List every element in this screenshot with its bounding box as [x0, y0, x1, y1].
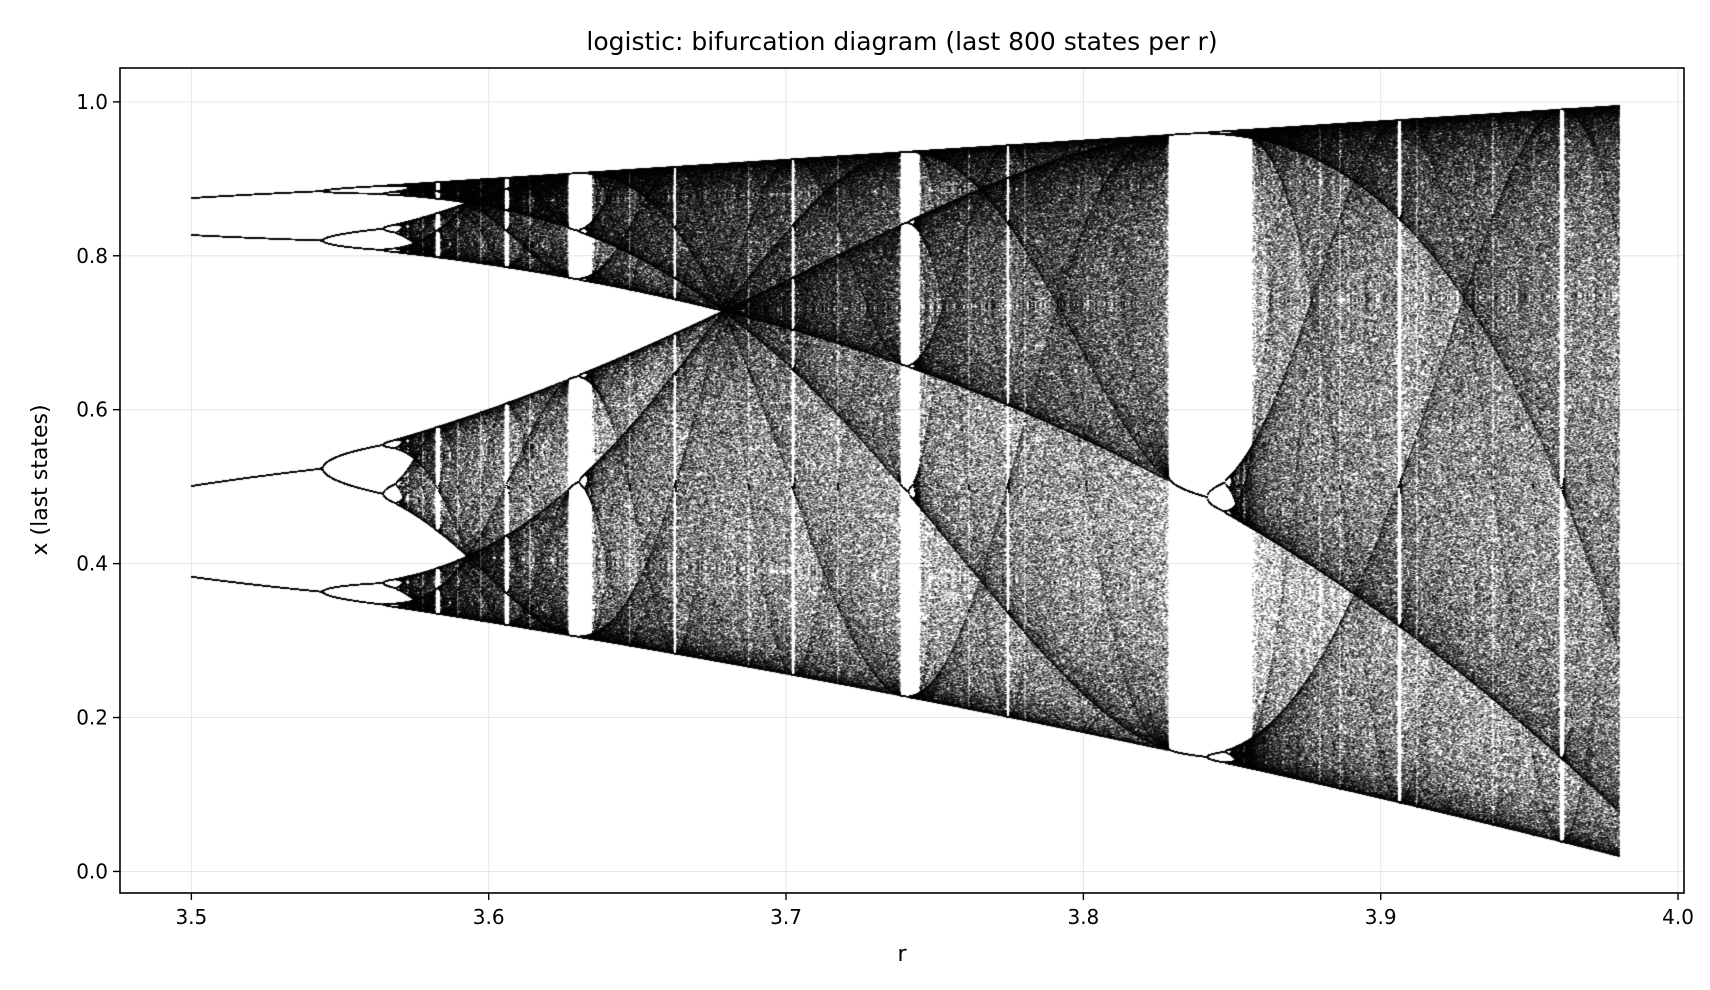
y-tick-label: 1.0 [76, 90, 108, 114]
plot-frame [119, 67, 1685, 894]
x-tick-label: 4.0 [1662, 905, 1694, 929]
scatter-points [120, 68, 1684, 893]
x-tick-label: 3.8 [1067, 905, 1099, 929]
y-axis: 0.0 0.2 0.4 0.6 0.8 1.0 [76, 90, 120, 883]
x-tick-label: 3.5 [175, 905, 207, 929]
y-tick-label: 0.4 [76, 552, 108, 576]
x-axis-label: r [897, 942, 907, 967]
y-axis-label: x (last states) [28, 404, 53, 555]
x-tick-label: 3.9 [1365, 905, 1397, 929]
y-tick-label: 0.6 [76, 398, 108, 422]
x-axis: 3.5 3.6 3.7 3.8 3.9 4.0 [175, 893, 1694, 929]
chart-title: logistic: bifurcation diagram (last 800 … [586, 27, 1217, 56]
x-tick-label: 3.6 [473, 905, 505, 929]
x-tick-label: 3.7 [770, 905, 802, 929]
y-tick-label: 0.2 [76, 706, 108, 730]
y-tick-label: 0.8 [76, 244, 108, 268]
scatter-plot-area [120, 68, 1684, 893]
y-tick-label: 0.0 [76, 859, 108, 883]
